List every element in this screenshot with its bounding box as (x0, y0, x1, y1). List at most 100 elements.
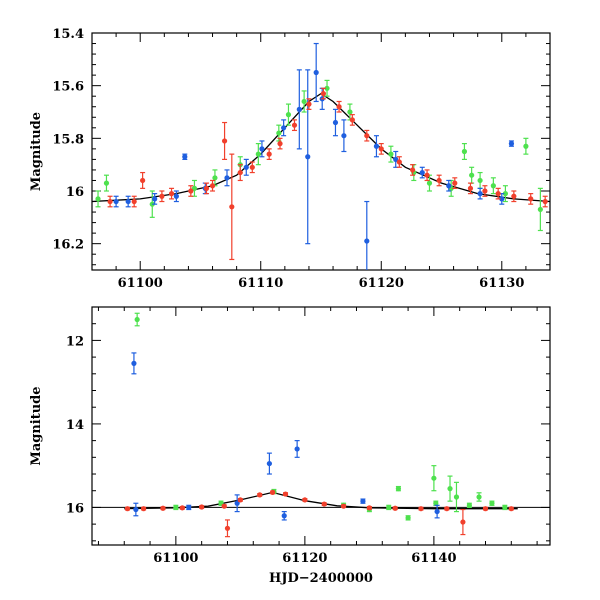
green-data-point (502, 191, 509, 197)
red-data-point (140, 177, 146, 184)
red-data-point (291, 122, 298, 128)
plot-frame (91, 32, 551, 271)
green-data-point (490, 183, 496, 189)
blue-data-point (224, 175, 230, 181)
y-tick-label: 16 (66, 185, 84, 200)
green-data-point (489, 500, 495, 506)
red-data-point (306, 101, 312, 107)
red-data-point (321, 501, 327, 507)
green-data-point (466, 502, 472, 508)
red-data-point (436, 177, 442, 184)
green-data-point (477, 177, 483, 184)
green-data-point (173, 504, 179, 511)
blue-data-point (281, 125, 287, 131)
green-data-point (388, 151, 394, 157)
red-data-point (160, 505, 166, 511)
red-data-point (131, 198, 137, 205)
red-data-point (141, 506, 147, 512)
x-tick-label: 61120 (359, 276, 404, 291)
blue-data-point (446, 183, 452, 189)
y-tick-label: 15.6 (52, 80, 84, 95)
blue-data-point (243, 164, 249, 170)
green-data-point (191, 185, 198, 191)
red-data-point (378, 146, 384, 152)
red-data-point (511, 193, 517, 199)
red-data-point (482, 506, 489, 512)
green-data-point (537, 206, 543, 213)
red-data-point (460, 519, 466, 525)
x-tick-label: 61120 (282, 551, 327, 566)
plot-area (92, 312, 550, 538)
blue-data-point (477, 191, 483, 197)
blue-data-point (305, 154, 311, 160)
red-data-point (336, 104, 342, 110)
green-data-point (285, 112, 292, 118)
x-tick-label: 61110 (238, 276, 283, 291)
red-data-point (282, 491, 289, 497)
green-data-point (461, 148, 468, 155)
y-tick-label: 14 (66, 418, 84, 433)
red-data-point (410, 167, 416, 173)
green-data-point (276, 130, 282, 136)
red-data-point (199, 504, 205, 510)
green-data-point (386, 504, 392, 511)
red-data-point (221, 503, 227, 509)
green-data-point (426, 180, 433, 186)
y-axis-title: Magnitude (29, 386, 44, 465)
green-data-point (324, 85, 330, 91)
plot-area (92, 42, 550, 270)
red-data-point (168, 191, 175, 197)
red-data-point (221, 138, 228, 144)
y-tick-label: 15.8 (52, 132, 84, 147)
blue-data-point (341, 133, 347, 139)
red-data-point (237, 497, 243, 503)
green-data-point (103, 180, 110, 186)
blue-data-point (182, 154, 188, 160)
red-data-point (179, 505, 185, 511)
red-data-point (203, 185, 210, 191)
green-data-point (95, 196, 101, 202)
green-data-point (134, 316, 140, 323)
green-data-point (405, 515, 411, 521)
red-data-point (444, 506, 450, 512)
red-data-point (366, 505, 372, 511)
x-tick-label: 61100 (153, 551, 198, 566)
x-tick-label: 61140 (411, 551, 456, 566)
red-data-point (237, 169, 243, 176)
blue-data-point (281, 513, 287, 519)
red-data-point (508, 506, 514, 512)
green-data-point (447, 486, 453, 492)
red-data-point (159, 193, 165, 199)
red-data-point (188, 188, 194, 194)
red-data-point (124, 506, 131, 512)
red-data-point (482, 188, 488, 194)
red-data-point (266, 151, 272, 157)
blue-data-point (499, 196, 505, 202)
red-data-point (424, 172, 430, 178)
red-data-point (396, 159, 402, 165)
series-blue (113, 42, 515, 270)
blue-data-point (508, 141, 515, 147)
y-tick-label: 12 (66, 334, 84, 349)
blue-data-point (266, 460, 272, 467)
blue-data-point (234, 500, 240, 506)
green-data-point (523, 143, 529, 149)
top-panel: 61100 61110 61120 61130 15.4 15.6 15.8 16 16.2 Ma… (29, 27, 551, 291)
blue-data-point (133, 506, 139, 513)
red-data-point (302, 497, 308, 503)
blue-data-point (294, 446, 300, 452)
series-green (95, 79, 543, 232)
bottom-panel: 61100 61120 61140 12 14 16 Magnitude HJD−240000… (29, 306, 551, 586)
blue-data-point (434, 508, 440, 515)
red-data-point (209, 183, 216, 189)
green-data-point (347, 109, 353, 115)
series-red (107, 87, 548, 261)
x-tick-label: 61100 (118, 276, 163, 291)
blue-data-point (173, 193, 179, 199)
red-data-point (320, 90, 327, 97)
red-data-point (418, 506, 424, 512)
green-data-point (453, 494, 460, 500)
y-tick-label: 16.2 (52, 238, 84, 253)
blue-data-point (313, 69, 319, 76)
